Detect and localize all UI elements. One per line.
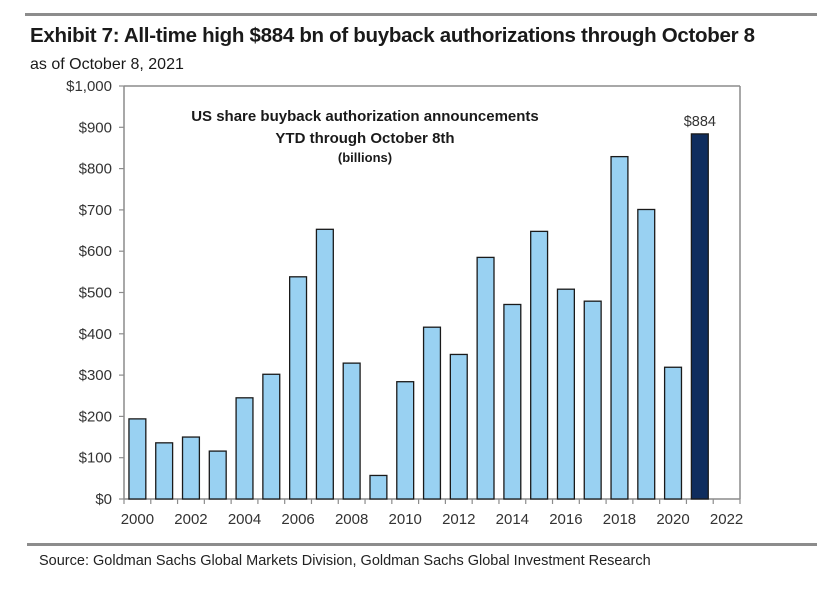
- x-tick-label: 2014: [496, 511, 529, 528]
- bar-2014: [503, 303, 522, 500]
- y-tick-label: $800: [79, 161, 112, 178]
- y-tick-label: $900: [79, 119, 112, 136]
- data-label-2021: $884: [684, 114, 716, 130]
- chart-title-line-1: US share buyback authorization announcem…: [191, 108, 539, 125]
- bar-2015: [530, 230, 549, 500]
- y-tick-label: $600: [79, 243, 112, 260]
- bar-2002: [181, 436, 201, 500]
- y-axis: $0 $100 $200 $300 $400 $500 $600 $700 $800 $900 $1…: [66, 78, 741, 508]
- bar-2008: [342, 362, 361, 500]
- x-tick-label: 2020: [656, 511, 689, 528]
- bar-2005: [262, 373, 281, 500]
- y-tick-label: $400: [79, 326, 112, 343]
- x-axis: 2000 2002 2004 2006 2008 2010 2012 2014 2016 2018…: [121, 498, 743, 528]
- source-note: Source: Goldman Sachs Global Markets Div…: [39, 553, 651, 569]
- x-tick-label: 2002: [174, 511, 207, 528]
- x-tick-label: 2012: [442, 511, 475, 528]
- data-labels: $884: [684, 114, 716, 130]
- y-tick-label: $1,000: [66, 78, 112, 95]
- bar-2007: [315, 228, 334, 500]
- bar-2011: [422, 326, 442, 500]
- bar-2003: [208, 450, 227, 500]
- top-rule: [25, 13, 817, 16]
- x-tick-label: 2004: [228, 511, 261, 528]
- y-tick-label: $500: [79, 285, 112, 302]
- chart-title-line-2: YTD through October 8th: [275, 130, 454, 147]
- bar-2018: [610, 155, 629, 500]
- chart-title-line-3: (billions): [338, 150, 392, 165]
- bar-2013: [476, 256, 495, 500]
- bar-2000: [128, 418, 147, 500]
- x-tick-label: 2000: [121, 511, 154, 528]
- bar-2004: [235, 397, 254, 500]
- exhibit-subtitle: as of October 8, 2021: [30, 56, 184, 73]
- bar-highlight-2021: [690, 133, 709, 500]
- bar-2012: [449, 353, 468, 500]
- y-tick-label: $0: [95, 491, 112, 508]
- y-tick-label: $100: [79, 450, 112, 467]
- bar-2020: [663, 366, 683, 500]
- x-tick-label: 2006: [281, 511, 314, 528]
- exhibit-title: Exhibit 7: All-time high $884 bn of buyb…: [30, 24, 755, 47]
- x-tick-label: 2010: [389, 511, 422, 528]
- y-tick-label: $200: [79, 408, 112, 425]
- chart-title: US share buyback authorization announcem…: [191, 108, 539, 165]
- bar-2016: [556, 288, 575, 500]
- bar-2017: [583, 300, 602, 500]
- bar-2019: [637, 208, 656, 500]
- x-tick-label: 2016: [549, 511, 582, 528]
- bar-2006: [289, 276, 308, 500]
- bars: [128, 133, 709, 500]
- y-tick-label: $300: [79, 367, 112, 384]
- x-tick-label: 2018: [603, 511, 636, 528]
- y-tick-label: $700: [79, 202, 112, 219]
- x-tick-label: 2008: [335, 511, 368, 528]
- bottom-rule: [27, 543, 817, 546]
- x-tick-label: 2022: [710, 511, 743, 528]
- bar-2010: [396, 381, 415, 500]
- bar-2009: [369, 474, 388, 500]
- bar-2001: [155, 442, 174, 500]
